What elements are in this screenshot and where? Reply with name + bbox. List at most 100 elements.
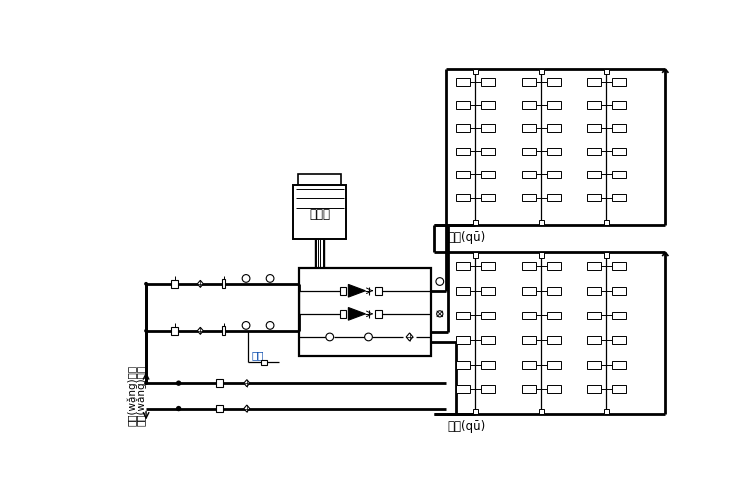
Bar [481, 124, 495, 132]
Bar [612, 78, 626, 86]
Circle shape [365, 333, 372, 341]
Bar [587, 171, 601, 178]
Bar [587, 312, 601, 319]
Bar [522, 147, 536, 155]
Bar [539, 252, 544, 257]
Bar [481, 171, 495, 178]
Bar [612, 312, 626, 319]
Bar [612, 361, 626, 369]
Bar [612, 147, 626, 155]
Polygon shape [197, 327, 203, 334]
Bar [547, 78, 561, 86]
Bar [473, 252, 478, 257]
Bar [456, 171, 470, 178]
Bar [547, 361, 561, 369]
Bar [612, 171, 626, 178]
Bar [522, 336, 536, 344]
Bar [612, 262, 626, 270]
Circle shape [144, 329, 148, 333]
Text: 控制柜: 控制柜 [309, 208, 330, 221]
Bar [587, 336, 601, 344]
Bar [612, 124, 626, 132]
Circle shape [144, 282, 148, 286]
Bar [456, 101, 470, 109]
Bar [456, 361, 470, 369]
Bar [547, 101, 561, 109]
Bar [604, 220, 609, 225]
Bar [456, 262, 470, 270]
Polygon shape [244, 405, 249, 412]
Bar [481, 385, 495, 393]
Circle shape [242, 274, 250, 282]
Bar [587, 385, 601, 393]
Bar [216, 379, 223, 387]
Bar [481, 194, 495, 201]
Bar [456, 385, 470, 393]
Bar [539, 220, 544, 225]
Bar [222, 326, 225, 336]
Bar [481, 78, 495, 86]
Bar [587, 287, 601, 295]
Bar [481, 312, 495, 319]
Bar [587, 78, 601, 86]
Circle shape [176, 406, 182, 411]
Bar [612, 287, 626, 295]
Circle shape [242, 322, 250, 329]
Bar [473, 220, 478, 225]
Bar [522, 194, 536, 201]
Bar [522, 287, 536, 295]
Bar [340, 310, 346, 318]
Bar [547, 287, 561, 295]
Bar [547, 194, 561, 201]
Text: 泄水: 泄水 [252, 350, 264, 360]
Bar [216, 405, 223, 412]
Bar [481, 287, 495, 295]
Bar [456, 287, 470, 295]
Bar [587, 262, 601, 270]
Bar [612, 385, 626, 393]
Bar [473, 408, 478, 414]
Bar [473, 69, 478, 74]
Bar [376, 310, 382, 318]
Bar [547, 385, 561, 393]
Bar [522, 262, 536, 270]
Bar [522, 78, 536, 86]
Bar [298, 174, 341, 186]
Bar [522, 312, 536, 319]
Circle shape [266, 274, 274, 282]
Bar [547, 171, 561, 178]
Circle shape [144, 381, 148, 385]
Bar [547, 124, 561, 132]
Bar [587, 147, 601, 155]
Bar [612, 336, 626, 344]
Bar [171, 280, 179, 288]
Text: 高區(qū): 高區(qū) [447, 232, 486, 245]
Bar [481, 262, 495, 270]
Bar [587, 361, 601, 369]
Bar [604, 69, 609, 74]
Polygon shape [348, 284, 365, 297]
Bar [481, 101, 495, 109]
Bar [612, 101, 626, 109]
Bar [481, 147, 495, 155]
Bar [456, 194, 470, 201]
Bar [547, 147, 561, 155]
Bar [604, 408, 609, 414]
Circle shape [266, 322, 274, 329]
Bar [539, 69, 544, 74]
Bar [481, 336, 495, 344]
Polygon shape [197, 280, 203, 287]
Polygon shape [406, 333, 413, 341]
Bar [376, 287, 382, 295]
Bar [522, 171, 536, 178]
Bar [522, 385, 536, 393]
Bar [456, 78, 470, 86]
Bar [456, 336, 470, 344]
Bar [522, 101, 536, 109]
Bar [294, 184, 346, 239]
Circle shape [436, 278, 444, 285]
Text: 低區(qū): 低區(qū) [447, 420, 486, 433]
Bar [587, 194, 601, 201]
Circle shape [437, 311, 443, 317]
Bar [261, 360, 267, 365]
